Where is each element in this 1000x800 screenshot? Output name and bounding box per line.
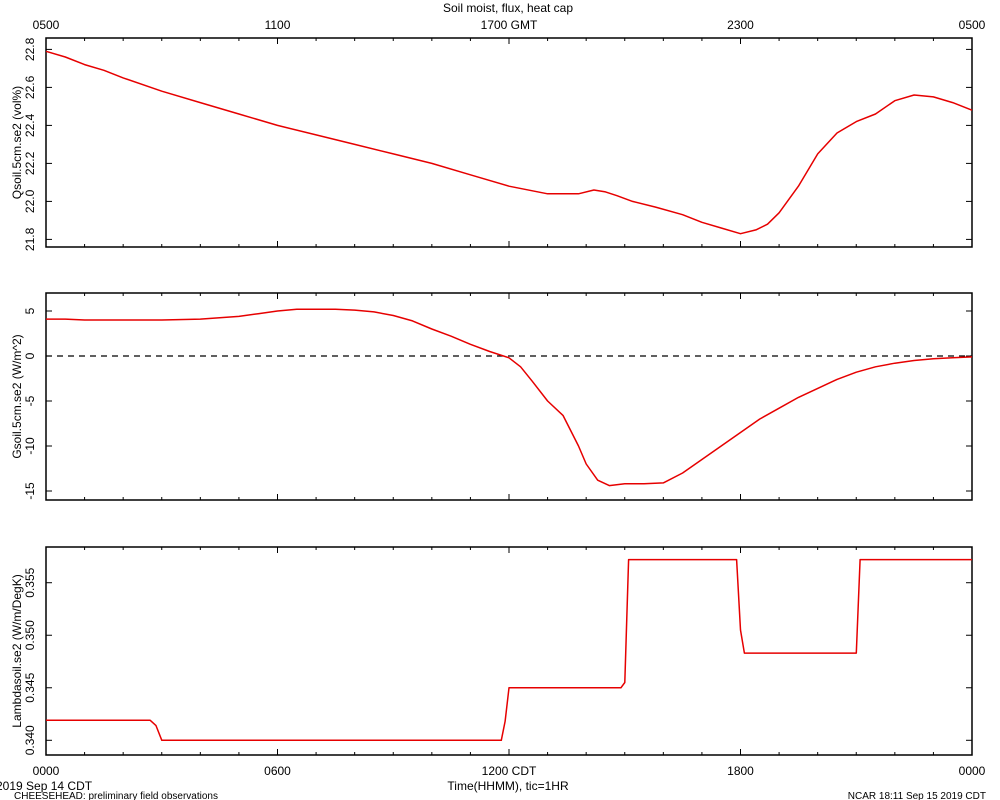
soil-heat-flux-panel: -15 -10 -5 0 5 Gsoil.5cm.se2 (W/m^2) [10,292,973,501]
y-tick-label: -10 [23,437,37,455]
top-x-tick-label: 0500 [959,18,986,32]
y-axis-label: Qsoil.5cm.se2 (vol%) [10,86,24,199]
y-axis-label: Lambdasoil.se2 (W/m/DegK) [10,574,24,727]
y-tick-label: 22.6 [23,75,37,99]
project-note: CHEESEHEAD: preliminary field observatio… [14,791,218,800]
top-x-tick-label: 1100 [265,18,291,32]
x-tick-label: 1200 CDT [482,764,537,778]
date-label: 2019 Sep 14 CDT [0,779,93,793]
y-tick-label: 0.355 [23,567,37,597]
y-tick-label: -5 [23,395,37,406]
x-tick-label: 0000 [959,764,986,778]
y-tick-label: 22.8 [23,37,37,61]
y-tick-label: 22.0 [23,189,37,213]
y-tick-label: 0.350 [23,620,37,650]
soil-moisture-panel: 21.8 22.0 22.2 22.4 22.6 22.8 Qsoil.5cm.se2 (v… [10,18,986,251]
y-tick-label: 22.4 [23,113,37,137]
series-line [46,308,973,487]
y-axis-label: Gsoil.5cm.se2 (W/m^2) [10,334,24,458]
x-tick-label: 0000 [33,764,60,778]
series-line [46,558,972,742]
y-tick-label: 21.8 [23,227,37,251]
series-line [45,50,973,235]
top-x-tick-label: 1700 GMT [481,18,538,32]
chart-title: Soil moist, flux, heat cap [443,1,573,15]
y-tick-label: 0.345 [23,672,37,702]
top-x-tick-label: 2300 [727,18,754,32]
x-axis-label: Time(HHMM), tic=1HR [447,779,569,793]
y-tick-label: -15 [23,482,37,500]
y-tick-label: 0 [23,352,37,359]
generated-note: NCAR 18:11 Sep 15 2019 CDT [848,791,986,800]
x-tick-label: 0600 [264,764,291,778]
y-tick-label: 22.2 [23,151,37,175]
y-tick-label: 0.340 [23,725,37,755]
top-x-tick-label: 0500 [33,18,60,32]
y-tick-label: 5 [23,307,37,314]
x-tick-label: 1800 [727,764,754,778]
